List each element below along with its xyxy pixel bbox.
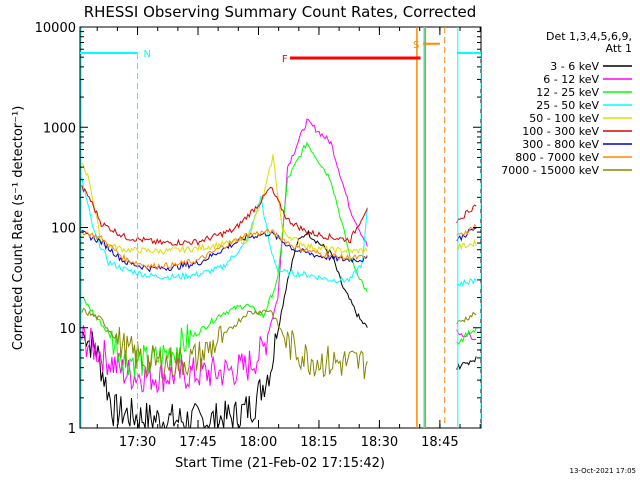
series-after-gap-6 [456,227,477,242]
x-tick-label: 18:15 [300,435,337,450]
series-after-gap-0 [456,356,477,371]
series-line-8 [81,307,368,382]
legend-label: 25 - 50 keV [536,99,599,112]
series-layer: N F S [80,27,481,428]
series-line-7 [81,227,368,270]
annotation-label-night: N [144,49,151,60]
annotation-label-flare: F [282,54,288,65]
y-axis-label: Corrected Count Rate (s⁻¹ detector⁻¹) [11,106,26,351]
series-after-gap-7 [456,223,477,236]
plot-frame [79,26,482,429]
series-line-4 [81,154,368,255]
y-tick-label: 10 [59,322,76,337]
y-axis-ticks: 1 10 100 1000 10000 [35,21,481,437]
series-line-2 [81,141,368,377]
legend-label: 300 - 800 keV [522,138,599,151]
plot-area: N F S [79,26,482,429]
series-after-gap-5 [456,204,477,224]
series-after-gap-2 [456,327,477,346]
x-tick-label: 18:45 [421,435,458,450]
x-tick-label: 18:00 [240,435,277,450]
y-tick-label: 1000 [43,121,76,136]
legend-label: 12 - 25 keV [536,86,599,99]
legend-label: 7000 - 15000 keV [501,164,599,177]
legend-label: 100 - 300 keV [522,125,599,138]
x-axis-ticks: 17:30 17:45 18:00 18:15 18:30 18:45 [96,27,481,450]
x-tick-label: 17:45 [179,435,216,450]
generated-timestamp: 13-Oct-2021 17:05 [570,467,636,475]
x-tick-label: 17:30 [119,435,156,450]
x-tick-label: 18:30 [361,435,398,450]
series-line-3 [81,177,368,284]
series-line-0 [81,229,368,428]
legend-label: 800 - 7000 keV [515,151,599,164]
legend-label: 6 - 12 keV [543,73,599,86]
series-after-gap-8 [456,311,477,325]
legend-subtitle: Att 1 [606,42,632,55]
legend-title: Det 1,3,4,5,6,9, [546,30,632,43]
annotation-label-saa: S [413,40,419,51]
chart-title: RHESSI Observing Summary Count Rates, Co… [84,3,477,21]
series-line-5 [81,185,368,247]
series-after-gap-4 [456,238,477,251]
y-tick-label: 10000 [35,21,76,36]
series-after-gap-1 [456,329,477,341]
series-after-gap-3 [456,277,477,287]
x-axis-label: Start Time (21-Feb-02 17:15:42) [175,456,385,471]
legend-label: 50 - 100 keV [529,112,599,125]
y-tick-label: 100 [51,222,76,237]
y-tick-label: 1 [68,422,76,437]
legend-label: 3 - 6 keV [550,60,599,73]
